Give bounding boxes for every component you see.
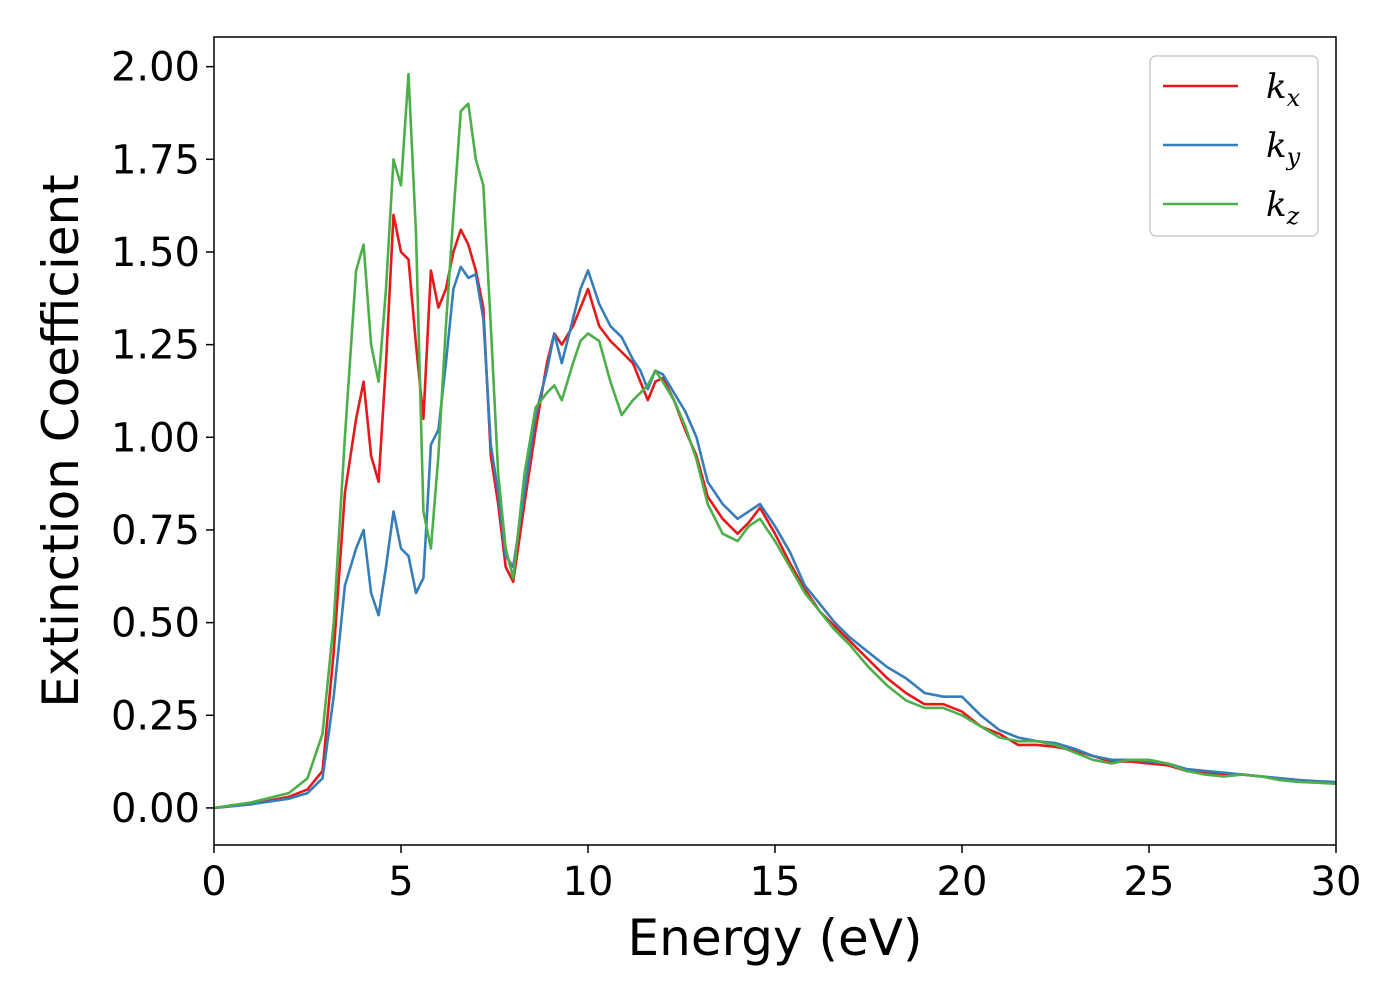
series-line-z [213,72,1337,810]
series-line-x [213,213,1337,810]
y-tick-label: 0.00 [111,786,200,832]
x-tick-label: 0 [201,859,226,905]
series-line-y [213,265,1337,810]
x-tick-label: 30 [1311,859,1362,905]
y-tick-label: 1.75 [111,137,200,183]
y-tick-label: 1.50 [111,230,200,276]
x-tick-label: 25 [1124,859,1175,905]
legend-label-y: ky [1266,126,1301,171]
x-tick-label: 10 [563,859,614,905]
legend-label-z: kz [1266,185,1300,230]
y-axis-label: Extinction Coefficient [32,174,90,708]
y-tick-label: 2.00 [111,45,200,91]
x-tick-label: 15 [750,859,801,905]
y-tick-label: 0.50 [111,601,200,647]
y-tick-label: 1.25 [111,323,200,369]
x-axis-label: Energy (eV) [628,909,923,967]
x-tick-label: 20 [937,859,988,905]
y-tick-label: 1.00 [111,415,200,461]
y-tick-label: 0.25 [111,693,200,739]
x-tick-label: 5 [388,859,413,905]
legend-label-x: kx [1266,67,1301,112]
y-axis-ticks: 0.00 0.25 0.50 0.75 1.00 1.25 1.50 1.75 2.00 [111,45,214,832]
y-tick-label: 0.75 [111,508,200,554]
x-axis-ticks: 0 5 10 15 20 25 30 [201,845,1361,905]
legend: kx ky kz [1149,55,1319,237]
series-layer [213,72,1337,810]
